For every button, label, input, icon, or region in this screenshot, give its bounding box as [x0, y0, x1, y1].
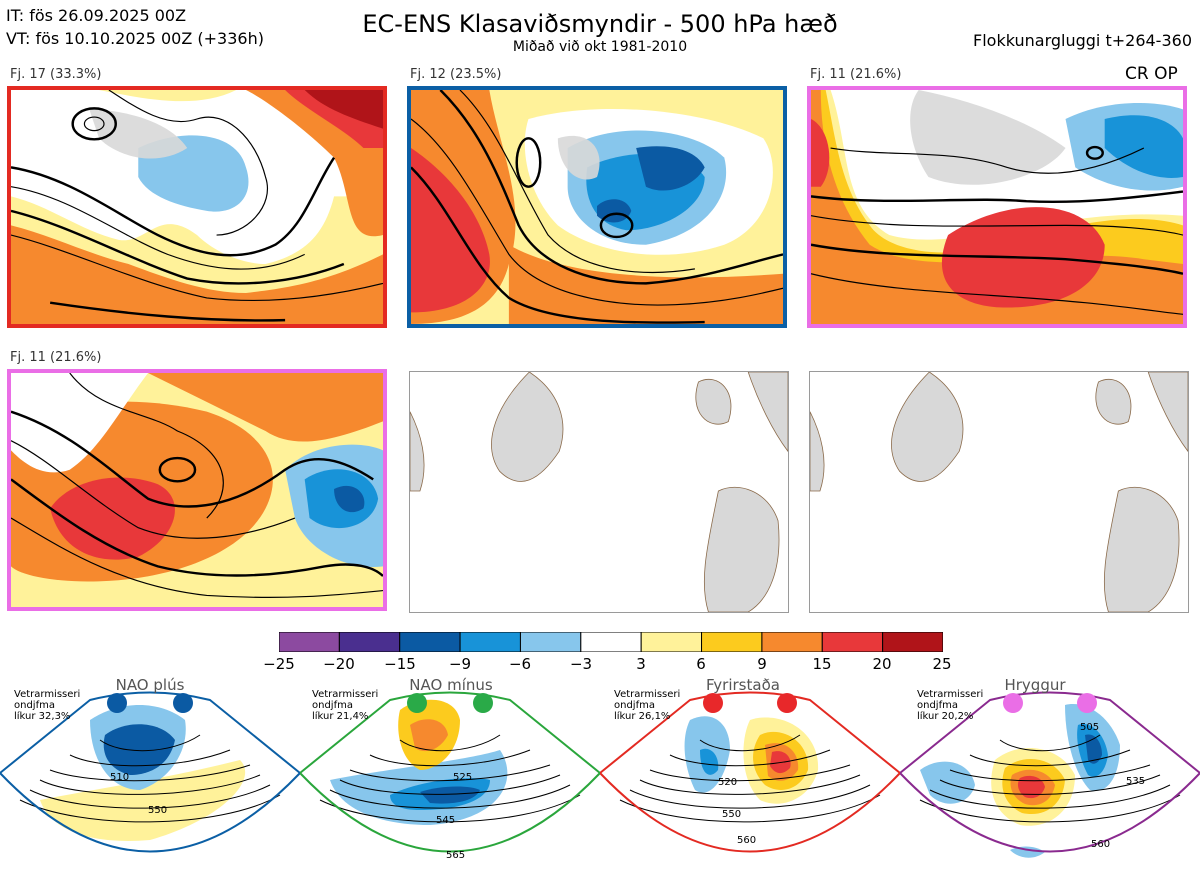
page-subtitle: Miðað við okt 1981-2010 — [512, 39, 688, 55]
colorbar-swatch — [821, 631, 884, 653]
colorbar-swatch — [399, 631, 461, 653]
colorbar-tick: 20 — [872, 655, 892, 673]
cluster-map-1 — [7, 86, 387, 328]
colorbar-tick: 6 — [696, 655, 706, 673]
regime-note-blocking: Vetrarmisseri ondjfma líkur 26,1% — [614, 689, 681, 722]
panel-2-label: Fj. 12 (23.5%) — [410, 67, 502, 82]
regime-map-blocking: 520 550 560 — [600, 680, 900, 871]
colorbar-tick: −6 — [508, 655, 532, 673]
cluster-map-2 — [407, 86, 787, 328]
panel-1-label: Fj. 17 (33.3%) — [10, 67, 102, 82]
colorbar-swatch — [459, 631, 521, 653]
regime-map-nao-minus: 525 545 565 — [300, 680, 600, 871]
contour-label: 560 — [1091, 839, 1110, 850]
colorbar-tick: 3 — [636, 655, 646, 673]
contour-label: 545 — [436, 815, 455, 826]
contour-label: 525 — [453, 772, 472, 783]
regime-map-nao-plus: 510 550 — [0, 680, 300, 871]
colorbar-swatch — [701, 631, 763, 653]
contour-label: 535 — [1126, 776, 1145, 787]
colorbar-swatch — [338, 631, 401, 653]
regime-title-blocking: Fyrirstaða — [706, 676, 780, 694]
colorbar-tick: −20 — [323, 655, 355, 673]
anomaly-colorbar — [278, 631, 944, 653]
init-time: IT: fös 26.09.2025 00Z — [6, 6, 187, 25]
contour-label: 550 — [722, 809, 741, 820]
colorbar-swatch — [882, 631, 944, 653]
cluster-map-3 — [807, 86, 1187, 328]
valid-time: VT: fös 10.10.2025 00Z (+336h) — [6, 29, 264, 48]
empty-map-5 — [409, 371, 789, 613]
colorbar-swatch — [640, 631, 703, 653]
panel-3-label: Fj. 11 (21.6%) — [810, 67, 902, 82]
empty-map-6 — [809, 371, 1189, 613]
colorbar-swatch — [519, 631, 582, 653]
contour-label: 505 — [1080, 722, 1099, 733]
contour-label: 510 — [110, 772, 129, 783]
cr-op-label: CR OP — [1125, 64, 1178, 84]
panel-4-label: Fj. 11 (21.6%) — [10, 350, 102, 365]
contour-label: 565 — [446, 850, 465, 861]
cluster-map-4 — [7, 369, 387, 611]
colorbar-swatch — [580, 631, 642, 653]
window-label: Flokkunargluggi t+264-360 — [973, 31, 1192, 50]
regime-title-ridge: Hryggur — [1004, 676, 1066, 694]
colorbar-tick: −9 — [448, 655, 472, 673]
regime-title-nao-minus: NAO mínus — [409, 676, 493, 694]
regime-note-nao-minus: Vetrarmisseri ondjfma líkur 21,4% — [312, 689, 379, 722]
contour-label: 520 — [718, 777, 737, 788]
page-title: EC-ENS Klasaviðsmyndir - 500 hPa hæð — [362, 10, 838, 38]
colorbar-swatch — [761, 631, 823, 653]
regime-note-ridge: Vetrarmisseri ondjfma líkur 20,2% — [917, 689, 984, 722]
colorbar-tick: 15 — [812, 655, 832, 673]
regime-note-nao-plus: Vetrarmisseri ondjfma líkur 32,3% — [14, 689, 81, 722]
colorbar-swatch — [278, 631, 340, 653]
regime-title-nao-plus: NAO plús — [115, 676, 185, 694]
colorbar-tick: 25 — [932, 655, 952, 673]
contour-label: 550 — [148, 805, 167, 816]
colorbar-tick: −15 — [384, 655, 416, 673]
contour-label: 560 — [737, 835, 756, 846]
colorbar-tick: −3 — [569, 655, 593, 673]
regime-map-ridge: 505 535 560 — [900, 680, 1200, 871]
colorbar-tick: 9 — [757, 655, 767, 673]
colorbar-tick: −25 — [263, 655, 295, 673]
